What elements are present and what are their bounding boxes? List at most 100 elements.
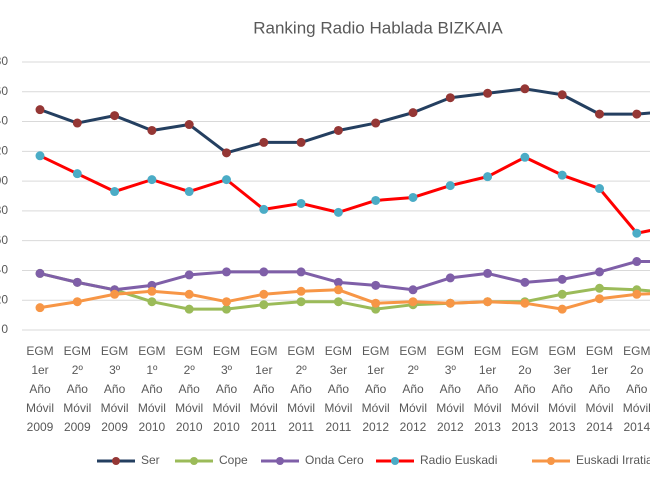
x-tick-label-box: EGM 2o Año Móvil 2014 bbox=[622, 344, 650, 434]
x-tick-label: EGM 3º Año Móvil 2012 bbox=[436, 344, 465, 434]
x-tick-label: EGM 1er Año Móvil 2013 bbox=[473, 344, 502, 434]
series-line bbox=[39, 154, 650, 235]
y-tick-label: 160 bbox=[0, 84, 8, 98]
x-tick-label: EGM 2o Año Móvil 2014 bbox=[622, 344, 650, 434]
x-tick-label: EGM 1er Año Móvil 2012 bbox=[361, 344, 390, 434]
x-tick-label-box: EGM 3º Año Móvil 2012 bbox=[436, 344, 465, 434]
point bbox=[632, 109, 642, 119]
x-tick-label: EGM 2º Año Móvil 2012 bbox=[398, 344, 427, 434]
point bbox=[557, 304, 567, 314]
x-tick-label-box: EGM 1º Año Móvil 2010 bbox=[138, 344, 166, 434]
point bbox=[35, 151, 45, 161]
series-line bbox=[39, 271, 650, 311]
point bbox=[147, 286, 157, 296]
legend-label: Ser bbox=[141, 453, 160, 467]
y-tick-label: 40 bbox=[0, 263, 8, 277]
x-tick-label-box: EGM 3er Año Móvil 2013 bbox=[548, 344, 577, 434]
point bbox=[333, 297, 343, 307]
y-tick-label: 20 bbox=[0, 292, 8, 306]
x-tick-label: EGM 2o Año Móvil 2013 bbox=[510, 344, 539, 434]
point bbox=[296, 198, 306, 208]
y-tick-label: 100 bbox=[0, 173, 8, 187]
x-tick-label-box: EGM 1er Año Móvil 2013 bbox=[473, 344, 502, 434]
point bbox=[520, 152, 530, 162]
legend-label: Radio Euskadi bbox=[420, 453, 497, 467]
point bbox=[35, 303, 45, 313]
x-tick-label-box: EGM 2o Año Móvil 2013 bbox=[510, 344, 539, 434]
y-tick-label: 140 bbox=[0, 114, 8, 128]
point bbox=[222, 148, 231, 158]
point bbox=[259, 204, 269, 214]
point bbox=[445, 298, 455, 308]
point bbox=[110, 187, 120, 197]
point bbox=[333, 277, 343, 287]
point bbox=[408, 108, 418, 118]
point bbox=[35, 105, 45, 115]
point bbox=[483, 297, 493, 307]
y-tick-label: 0 bbox=[1, 322, 8, 336]
point bbox=[483, 88, 493, 98]
point bbox=[595, 184, 604, 194]
point bbox=[445, 181, 455, 191]
x-tick-label-box: EGM 1er Año Móvil 2011 bbox=[250, 344, 278, 434]
point bbox=[632, 228, 642, 238]
point bbox=[147, 175, 157, 185]
x-tick-label-box: EGM 2º Año Móvil 2010 bbox=[175, 344, 204, 434]
point bbox=[557, 274, 567, 284]
point bbox=[520, 84, 530, 94]
point bbox=[557, 289, 567, 299]
point bbox=[408, 297, 418, 307]
point bbox=[147, 297, 157, 307]
point bbox=[408, 285, 418, 295]
legend-label: Cope bbox=[219, 453, 248, 467]
point bbox=[520, 277, 530, 287]
point bbox=[371, 298, 381, 308]
point bbox=[520, 298, 530, 308]
point bbox=[632, 289, 642, 299]
x-tick-label-box: EGM 2º Año Móvil 2011 bbox=[287, 344, 316, 434]
legend-marker bbox=[112, 457, 120, 465]
point bbox=[184, 270, 194, 280]
point bbox=[147, 125, 157, 135]
point bbox=[259, 137, 269, 147]
series-line bbox=[39, 288, 650, 311]
point bbox=[72, 118, 82, 128]
point bbox=[184, 120, 194, 130]
point bbox=[595, 283, 604, 293]
x-tick-label-box: EGM 1er Año Móvil 2012 bbox=[361, 344, 390, 434]
point bbox=[259, 289, 269, 299]
x-tick-label-box: EGM 1er Año Móvil 2009 bbox=[26, 344, 54, 434]
point bbox=[222, 267, 231, 277]
point bbox=[557, 170, 567, 180]
series-line bbox=[39, 260, 650, 292]
point bbox=[445, 273, 455, 283]
point bbox=[296, 286, 306, 296]
series-line bbox=[39, 87, 650, 155]
x-tick-label-box: EGM 3er Año Móvil 2011 bbox=[324, 344, 352, 434]
point bbox=[184, 187, 194, 197]
point bbox=[72, 297, 82, 307]
point bbox=[333, 207, 343, 217]
point bbox=[371, 280, 381, 290]
point bbox=[222, 297, 231, 307]
legend-marker bbox=[190, 457, 198, 465]
x-tick-label-box: EGM 1er Año Móvil 2014 bbox=[585, 344, 613, 434]
x-tick-label: EGM 2º Año Móvil 2010 bbox=[175, 344, 204, 434]
point bbox=[595, 294, 604, 304]
point bbox=[483, 172, 493, 182]
chart-title: Ranking Radio Hablada BIZKAIA bbox=[253, 18, 503, 37]
point bbox=[296, 137, 306, 147]
y-tick-label: 180 bbox=[0, 54, 8, 68]
x-tick-label: EGM 2º Año Móvil 2011 bbox=[287, 344, 316, 434]
point bbox=[110, 289, 120, 299]
y-tick-label: 120 bbox=[0, 144, 8, 158]
point bbox=[35, 268, 45, 278]
point bbox=[184, 304, 194, 314]
point bbox=[259, 267, 269, 277]
y-tick-label: 80 bbox=[0, 203, 8, 217]
point bbox=[72, 277, 82, 287]
legend-label: Onda Cero bbox=[305, 453, 364, 467]
x-tick-label: EGM 3er Año Móvil 2013 bbox=[548, 344, 577, 434]
x-tick-label-box: EGM 3º Año Móvil 2010 bbox=[212, 344, 240, 434]
